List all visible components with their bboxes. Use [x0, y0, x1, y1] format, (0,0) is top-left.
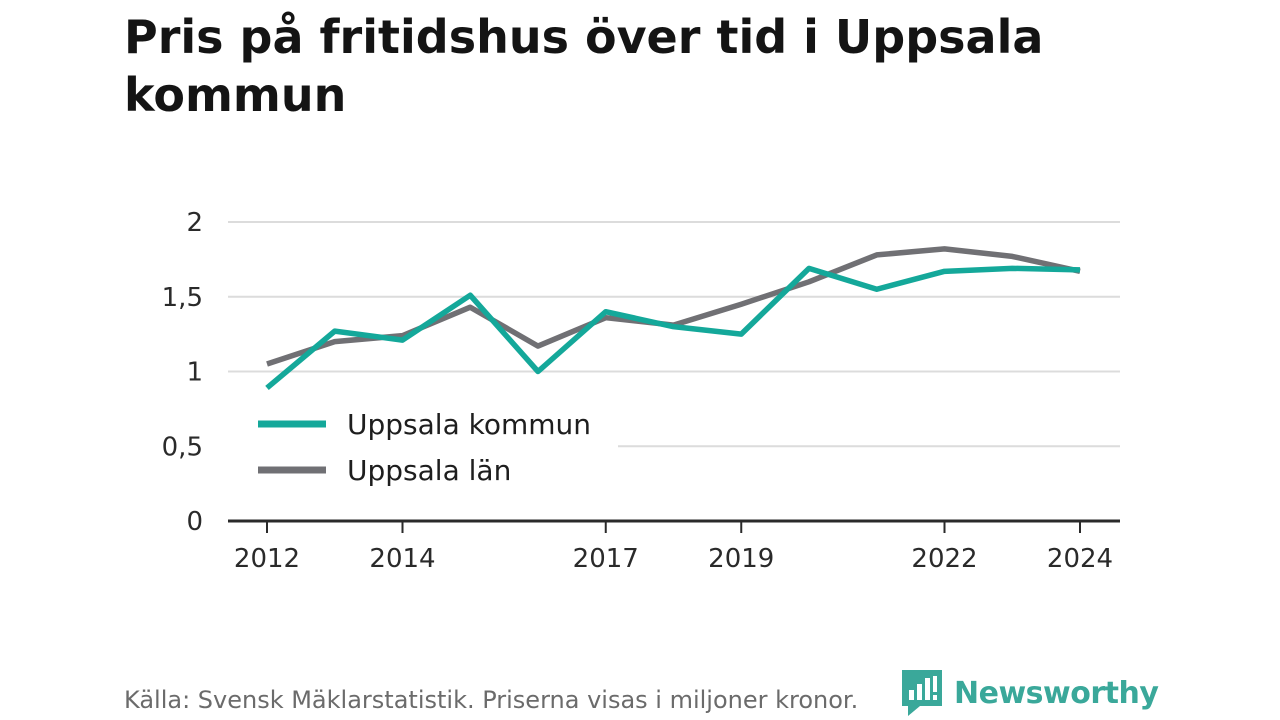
brand-logo: Newsworthy: [902, 670, 1159, 716]
y-tick-label: 2: [186, 208, 203, 238]
legend: Uppsala kommun Uppsala län: [228, 392, 618, 502]
x-tick-label: 2017: [573, 544, 639, 574]
y-tick-label: 1: [186, 358, 203, 388]
series-line-0: [265, 265, 1081, 391]
y-tick-label: 1,5: [162, 283, 203, 313]
y-tick-label: 0,5: [162, 432, 203, 462]
chart-title: Pris på fritidshus över tid i Uppsala ko…: [124, 10, 1044, 122]
legend-label-1: Uppsala län: [347, 454, 511, 487]
x-tick-label: 2019: [708, 544, 774, 574]
x-axis: 2012 2014 2017 2019 2022 2024: [228, 519, 1120, 574]
x-tick-label: 2012: [234, 544, 300, 574]
y-axis-ticks: 0 0,5 1 1,5 2: [162, 208, 203, 537]
x-tick-label: 2024: [1047, 544, 1113, 574]
series-lines: [265, 246, 1081, 391]
y-tick-label: 0: [186, 507, 203, 537]
newsworthy-logo-icon: [902, 670, 942, 716]
x-tick-label: 2014: [369, 544, 435, 574]
x-tick-label: 2022: [911, 544, 977, 574]
source-note: Källa: Svensk Mäklarstatistik. Priserna …: [124, 686, 859, 714]
series-line-1: [266, 246, 1081, 367]
legend-label-0: Uppsala kommun: [347, 408, 591, 441]
legend-background: [228, 392, 618, 502]
brand-name: Newsworthy: [954, 675, 1159, 711]
